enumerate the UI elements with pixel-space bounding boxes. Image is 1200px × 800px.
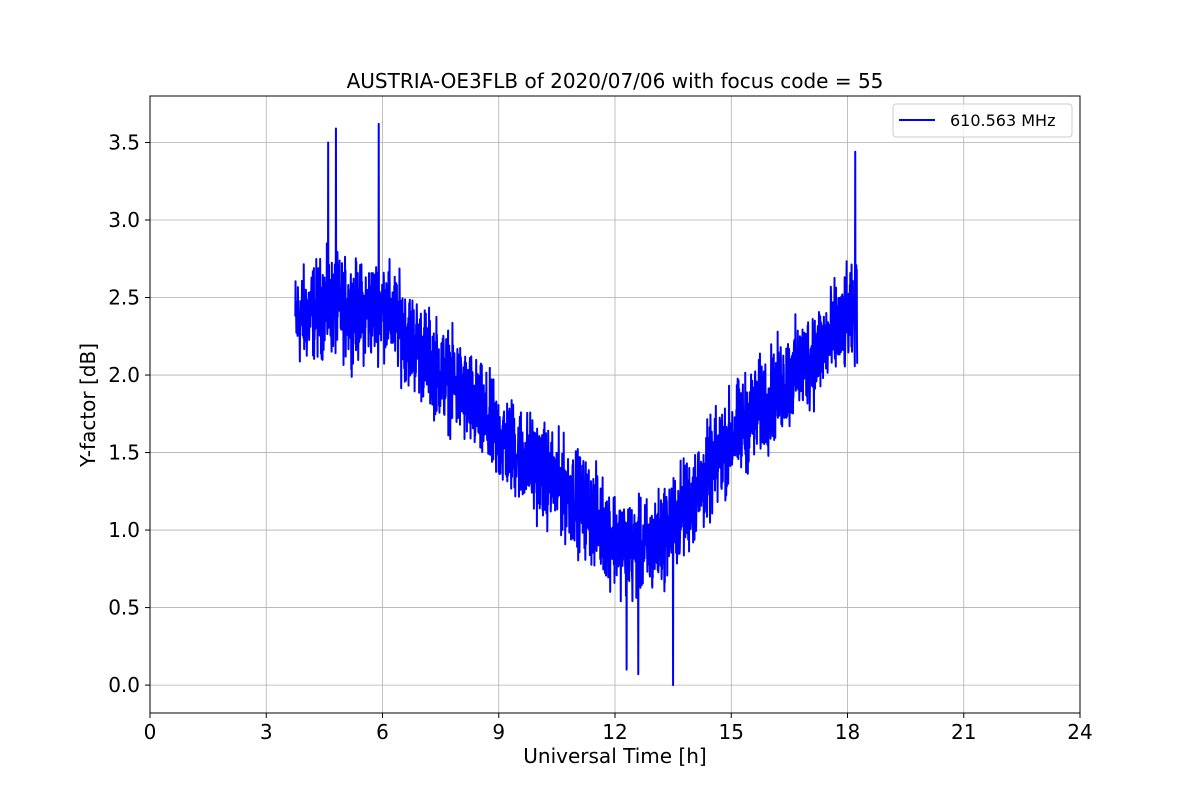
y-tick-label: 1.0 xyxy=(108,518,140,542)
y-tick-label: 2.0 xyxy=(108,363,140,387)
chart-title: AUSTRIA-OE3FLB of 2020/07/06 with focus … xyxy=(347,69,884,93)
x-tick-label: 9 xyxy=(492,720,505,744)
x-tick-label: 6 xyxy=(376,720,389,744)
y-tick-label: 1.5 xyxy=(108,441,140,465)
x-tick-label: 15 xyxy=(719,720,744,744)
x-tick-label: 3 xyxy=(260,720,273,744)
series-layer xyxy=(294,122,859,687)
y-axis-label: Y-factor [dB] xyxy=(76,343,100,468)
y-axis: 0.0 0.5 1.0 1.5 2.0 2.5 3.0 3.5 xyxy=(108,131,150,697)
x-axis-label: Universal Time [h] xyxy=(523,744,706,768)
legend-box xyxy=(892,103,1073,138)
x-axis: 0 3 6 9 12 15 18 21 24 xyxy=(144,713,1093,744)
grid xyxy=(149,96,1081,713)
x-tick-label: 24 xyxy=(1067,720,1092,744)
y-tick-label: 2.5 xyxy=(108,286,140,310)
y-tick-label: 0.5 xyxy=(108,596,140,620)
x-tick-label: 12 xyxy=(602,720,627,744)
x-tick-label: 0 xyxy=(144,720,157,744)
series-line-610-563-mhz xyxy=(294,122,859,687)
x-tick-label: 18 xyxy=(835,720,860,744)
y-tick-label: 3.0 xyxy=(108,208,140,232)
y-tick-label: 0.0 xyxy=(108,673,140,697)
y-tick-label: 3.5 xyxy=(108,131,140,155)
x-tick-label: 21 xyxy=(951,720,976,744)
legend-label: 610.563 MHz xyxy=(950,111,1055,130)
legend: 610.563 MHz xyxy=(892,103,1073,138)
